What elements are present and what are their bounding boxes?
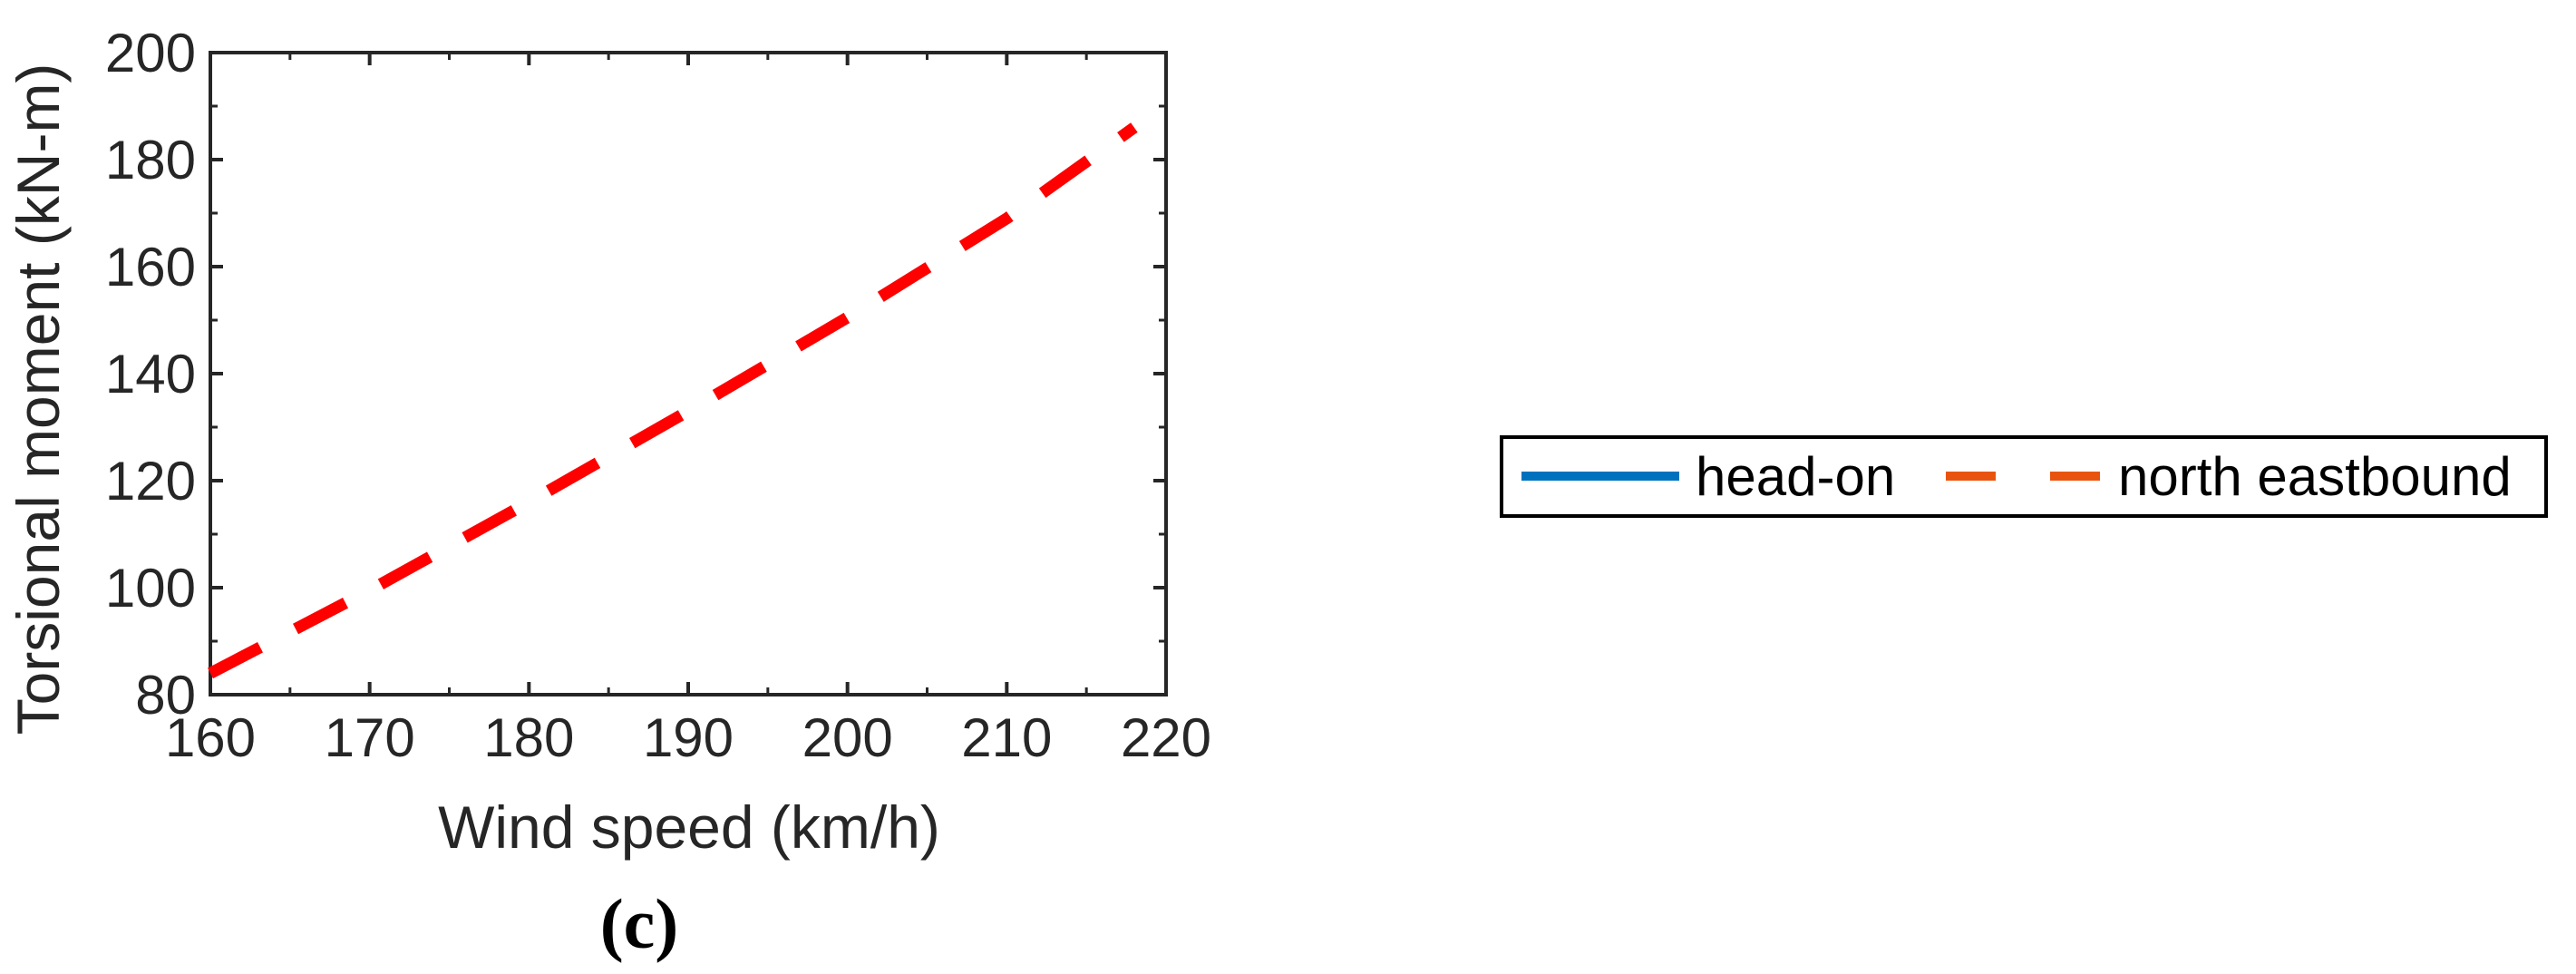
plot-area xyxy=(209,51,1168,696)
y-tick-label: 100 xyxy=(105,558,196,618)
legend: head-on north eastbound xyxy=(1500,435,2548,518)
x-tick-label: 220 xyxy=(1121,707,1211,768)
y-tick-label: 200 xyxy=(105,23,196,83)
legend-label-head-on: head-on xyxy=(1696,446,1895,507)
axis-ticks xyxy=(209,51,1168,696)
x-tick-label: 200 xyxy=(802,707,893,768)
legend-label-north-eastbound: north eastbound xyxy=(2118,446,2512,507)
x-axis-label: Wind speed (km/h) xyxy=(438,794,940,861)
x-tick-label: 170 xyxy=(325,707,415,768)
series-lines xyxy=(207,122,1138,679)
y-tick-label: 120 xyxy=(105,451,196,511)
x-tick-label: 190 xyxy=(643,707,734,768)
panel-label: (c) xyxy=(600,884,679,963)
y-tick-label: 160 xyxy=(105,237,196,297)
x-tick-label: 210 xyxy=(961,707,1052,768)
axes-box xyxy=(209,51,1168,696)
y-tick-label: 80 xyxy=(135,665,196,726)
y-tick-label: 180 xyxy=(105,130,196,190)
x-tick-label: 160 xyxy=(165,707,256,768)
y-axis-label: Torsional moment (kN-m) xyxy=(5,63,72,735)
x-tick-label: 180 xyxy=(483,707,574,768)
y-tick-label: 140 xyxy=(105,344,196,404)
tick-labels: 160 170 180 190 200 210 220 80 100 120 140 160 180 20… xyxy=(105,23,1211,768)
